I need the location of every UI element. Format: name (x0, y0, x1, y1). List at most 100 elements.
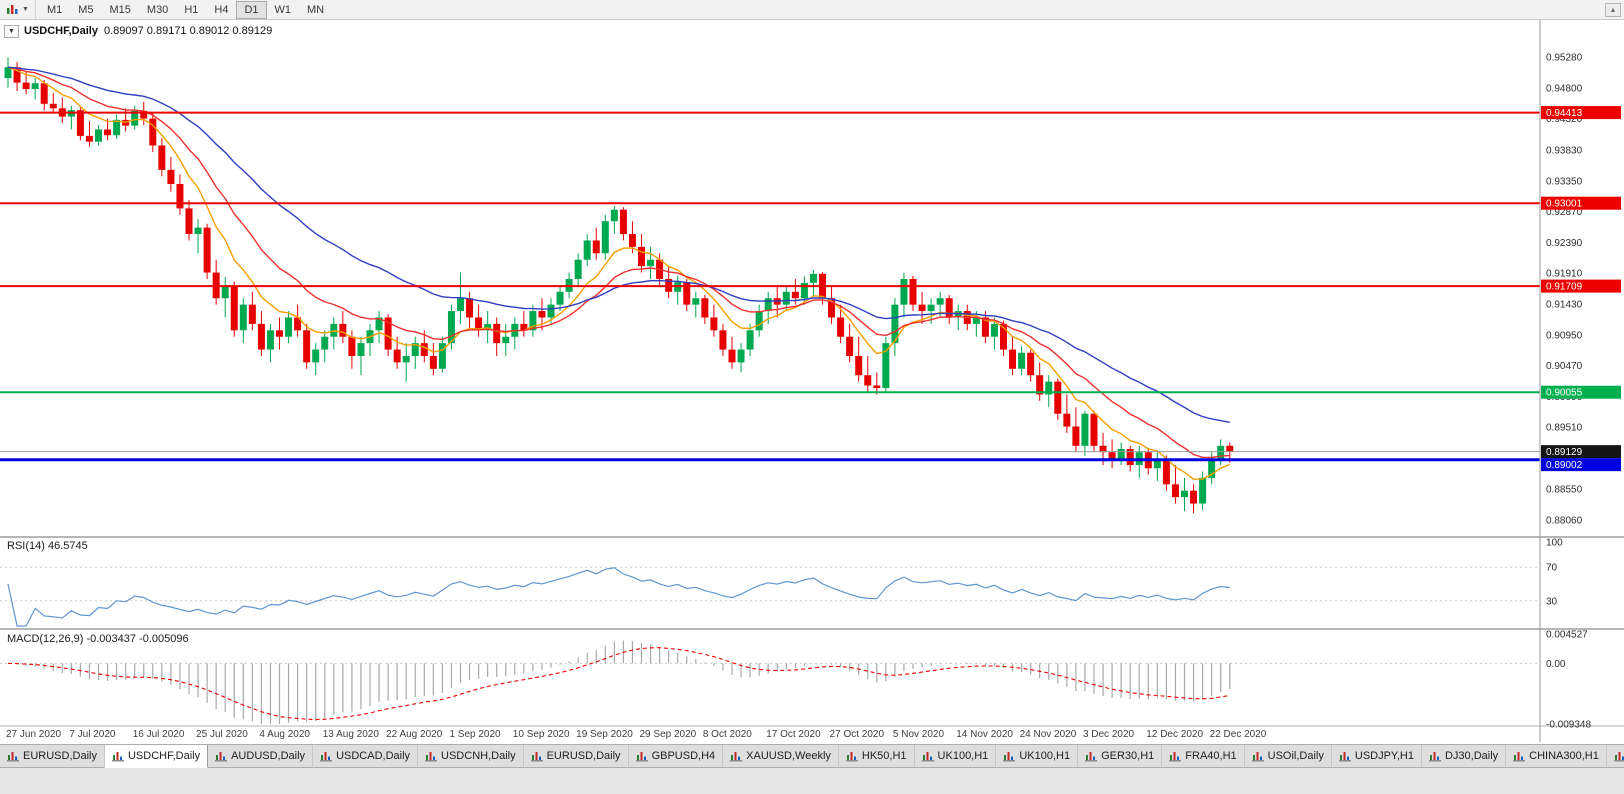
chart-tab-usdjpy-14[interactable]: USDJPY,H1 (1331, 745, 1422, 768)
chart-tab-uk100-10[interactable]: UK100,H1 (996, 745, 1079, 768)
chart-tab-usdcnh-4[interactable]: USDCNH,Daily (418, 745, 524, 768)
svg-text:19 Sep 2020: 19 Sep 2020 (576, 729, 633, 740)
chart-tab-label: GER30,H1 (1101, 750, 1155, 762)
main-price-pane[interactable] (0, 20, 1540, 536)
timeframe-buttons: M1 M5 M15 M30 H1 H4 D1 W1 MN (39, 0, 332, 19)
chart-tab-usoil-13[interactable]: USOil,Daily (1244, 745, 1332, 768)
svg-text:0.91910: 0.91910 (1546, 269, 1583, 280)
svg-text:22 Aug 2020: 22 Aug 2020 (386, 729, 443, 740)
svg-text:0.94413: 0.94413 (1546, 108, 1583, 119)
chart-tab-us-17[interactable]: US (1606, 745, 1624, 768)
chart-tab-hk50-8[interactable]: HK50,H1 (838, 745, 915, 768)
timeframe-w1-button[interactable]: W1 (274, 3, 292, 16)
svg-text:0.91430: 0.91430 (1546, 299, 1583, 310)
svg-text:0.93830: 0.93830 (1546, 145, 1583, 156)
candlestick-chart-icon (7, 4, 18, 14)
svg-text:16 Jul 2020: 16 Jul 2020 (133, 729, 185, 740)
chart-tab-label: EURUSD,Daily (546, 750, 621, 762)
chart-tab-china300-16[interactable]: CHINA300,H1 (1506, 745, 1607, 768)
chart-tab-usdcad-3[interactable]: USDCAD,Daily (313, 745, 419, 768)
chart-tab-dj30-15[interactable]: DJ30,Daily (1421, 745, 1507, 768)
chart-icon (845, 751, 858, 761)
svg-text:12 Dec 2020: 12 Dec 2020 (1146, 729, 1203, 740)
chart-tab-audusd-2[interactable]: AUDUSD,Daily (208, 745, 314, 768)
chart-icon (111, 751, 124, 761)
svg-text:0.88060: 0.88060 (1546, 516, 1583, 527)
scroll-up-button[interactable]: ▲ (1605, 3, 1621, 17)
chart-tab-label: USDCAD,Daily (336, 750, 411, 762)
svg-text:0.92390: 0.92390 (1546, 238, 1583, 249)
chart-tab-gbpusd-6[interactable]: GBPUSD,H4 (628, 745, 724, 768)
svg-text:0.89129: 0.89129 (1546, 447, 1583, 458)
chart-tab-eurusd-5[interactable]: EURUSD,Daily (523, 745, 629, 768)
svg-text:0.94800: 0.94800 (1546, 83, 1583, 94)
chart-tab-label: GBPUSD,H4 (651, 750, 716, 762)
svg-text:0.90950: 0.90950 (1546, 330, 1583, 341)
macd-label: MACD(12,26,9) -0.003437 -0.005096 (7, 633, 189, 645)
svg-text:24 Nov 2020: 24 Nov 2020 (1020, 729, 1077, 740)
chart-icon (1003, 751, 1016, 761)
timeframe-h1-button[interactable]: H1 (184, 3, 199, 16)
timeframe-m5-button[interactable]: M5 (78, 3, 94, 16)
svg-text:0.90470: 0.90470 (1546, 361, 1583, 372)
charts-tool-button[interactable]: ▼ (3, 0, 36, 19)
svg-text:0.91709: 0.91709 (1546, 282, 1583, 293)
svg-text:0.89510: 0.89510 (1546, 423, 1583, 434)
svg-text:27 Oct 2020: 27 Oct 2020 (830, 729, 885, 740)
timeframe-m1-button[interactable]: M1 (46, 3, 63, 16)
svg-text:0.93001: 0.93001 (1546, 199, 1583, 210)
price-axis[interactable] (1540, 20, 1624, 742)
chart-tab-eurusd-0[interactable]: EURUSD,Daily (0, 745, 105, 768)
chart-icon (215, 751, 228, 761)
svg-text:29 Sep 2020: 29 Sep 2020 (640, 729, 697, 740)
chart-tab-label: USOil,Daily (1267, 750, 1324, 762)
chart-tab-uk100-9[interactable]: UK100,H1 (914, 745, 997, 768)
macd-pane[interactable] (0, 630, 1540, 726)
timeframe-d1-button[interactable]: D1 (236, 0, 267, 19)
chart-symbol: USDCHF,Daily (24, 25, 98, 37)
chart-icon (425, 751, 438, 761)
chart-title: USDCHF,Daily 0.89097 0.89171 0.89012 0.89… (24, 25, 272, 37)
timeframe-m15-button[interactable]: M15 (109, 3, 131, 16)
chevron-down-icon: ▼ (22, 6, 29, 13)
svg-text:70: 70 (1546, 563, 1558, 574)
svg-text:0.00: 0.00 (1546, 659, 1566, 670)
chart-tab-xauusd-7[interactable]: XAUUSD,Weekly (723, 745, 839, 768)
chart-tab-label: CHINA300,H1 (1529, 750, 1599, 762)
chart-tab-label: EURUSD,Daily (23, 750, 97, 762)
chart-tab-label: HK50,H1 (861, 750, 907, 762)
chart-tab-list: EURUSD,Daily USDCHF,Daily AUDUSD,Daily USDC… (0, 745, 1624, 768)
svg-text:0.95280: 0.95280 (1546, 52, 1583, 63)
svg-text:0.004527: 0.004527 (1546, 630, 1588, 641)
one-click-trading-toggle[interactable]: ▼ (4, 25, 19, 38)
chart-icon (1513, 751, 1526, 761)
chart-tab-label: UK100,H1 (937, 750, 989, 762)
chart-tab-fra40-12[interactable]: FRA40,H1 (1162, 745, 1245, 768)
chart-tab-ger30-11[interactable]: GER30,H1 (1078, 745, 1163, 768)
chart-icon (7, 751, 19, 761)
svg-text:0.92870: 0.92870 (1546, 207, 1583, 218)
svg-text:0.88550: 0.88550 (1546, 484, 1583, 495)
svg-text:3 Dec 2020: 3 Dec 2020 (1083, 729, 1135, 740)
chart-tab-label: USDCHF,Daily (127, 750, 201, 762)
timeframe-m30-button[interactable]: M30 (146, 3, 169, 16)
timeframe-h4-button[interactable]: H4 (214, 3, 229, 16)
chart-icon (1338, 751, 1351, 761)
svg-text:4 Aug 2020: 4 Aug 2020 (259, 729, 310, 740)
svg-text:0.93350: 0.93350 (1546, 176, 1583, 187)
rsi-pane[interactable] (0, 538, 1540, 628)
chart-tab-label: USDCNH,Daily (441, 750, 516, 762)
svg-text:5 Nov 2020: 5 Nov 2020 (893, 729, 945, 740)
chart-icon (635, 751, 648, 761)
chart-icon (1085, 751, 1098, 761)
svg-text:0.89002: 0.89002 (1546, 460, 1583, 471)
svg-text:22 Dec 2020: 22 Dec 2020 (1210, 729, 1267, 740)
svg-text:7 Jul 2020: 7 Jul 2020 (69, 729, 116, 740)
svg-text:27 Jun 2020: 27 Jun 2020 (6, 729, 61, 740)
chart-tab-label: FRA40,H1 (1185, 750, 1237, 762)
chart-icon (530, 751, 543, 761)
timeframe-mn-button[interactable]: MN (307, 3, 325, 16)
time-axis[interactable] (0, 726, 1540, 742)
chart-tab-usdchf-1[interactable]: USDCHF,Daily (104, 745, 209, 768)
